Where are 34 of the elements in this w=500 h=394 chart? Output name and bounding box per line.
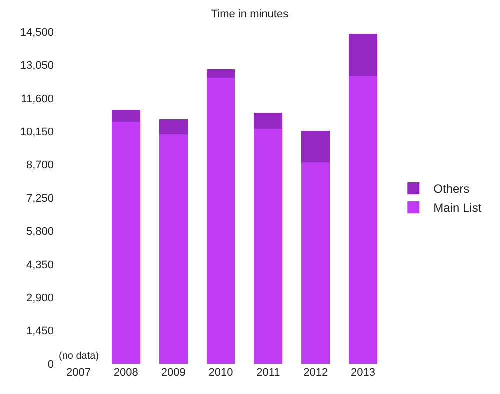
bar [349,76,378,364]
y-tick-label: 0 [48,358,54,371]
x-tick-label: 2007 [66,367,91,379]
bar [159,120,188,135]
y-tick-label: 8,700 [26,160,54,172]
y-tick-label: 2,900 [26,292,54,304]
y-tick-label: 7,250 [26,192,54,205]
y-tick-label: 11,600 [21,93,54,106]
chart-title: Time in minutes [211,8,290,21]
x-tick-label: 2013 [351,367,376,379]
y-tick-label: 10,150 [20,126,54,138]
x-tick-label: 2010 [208,367,234,379]
bar [254,129,283,364]
annotation: (no data) [59,351,100,362]
bar [159,134,188,364]
x-tick-label: 2011 [256,367,280,379]
bar [206,78,236,364]
y-tick-label: 14,500 [20,26,54,39]
x-tick-label: 2012 [304,367,328,379]
x-tick-label: 2009 [161,367,186,379]
bar [349,34,378,76]
y-tick-label: 5,800 [26,226,54,238]
bar [206,70,236,78]
bar [302,162,330,364]
bar [254,113,283,130]
legend-label: Main List [434,201,482,216]
x-tick-label: 2008 [114,367,138,379]
y-tick-label: 1,450 [26,326,54,338]
bar [112,122,140,364]
legend-label: Others [434,182,470,196]
bar [112,110,140,122]
y-tick-label: 13,050 [20,60,54,72]
bar [302,131,330,163]
y-tick-label: 4,350 [26,259,54,272]
